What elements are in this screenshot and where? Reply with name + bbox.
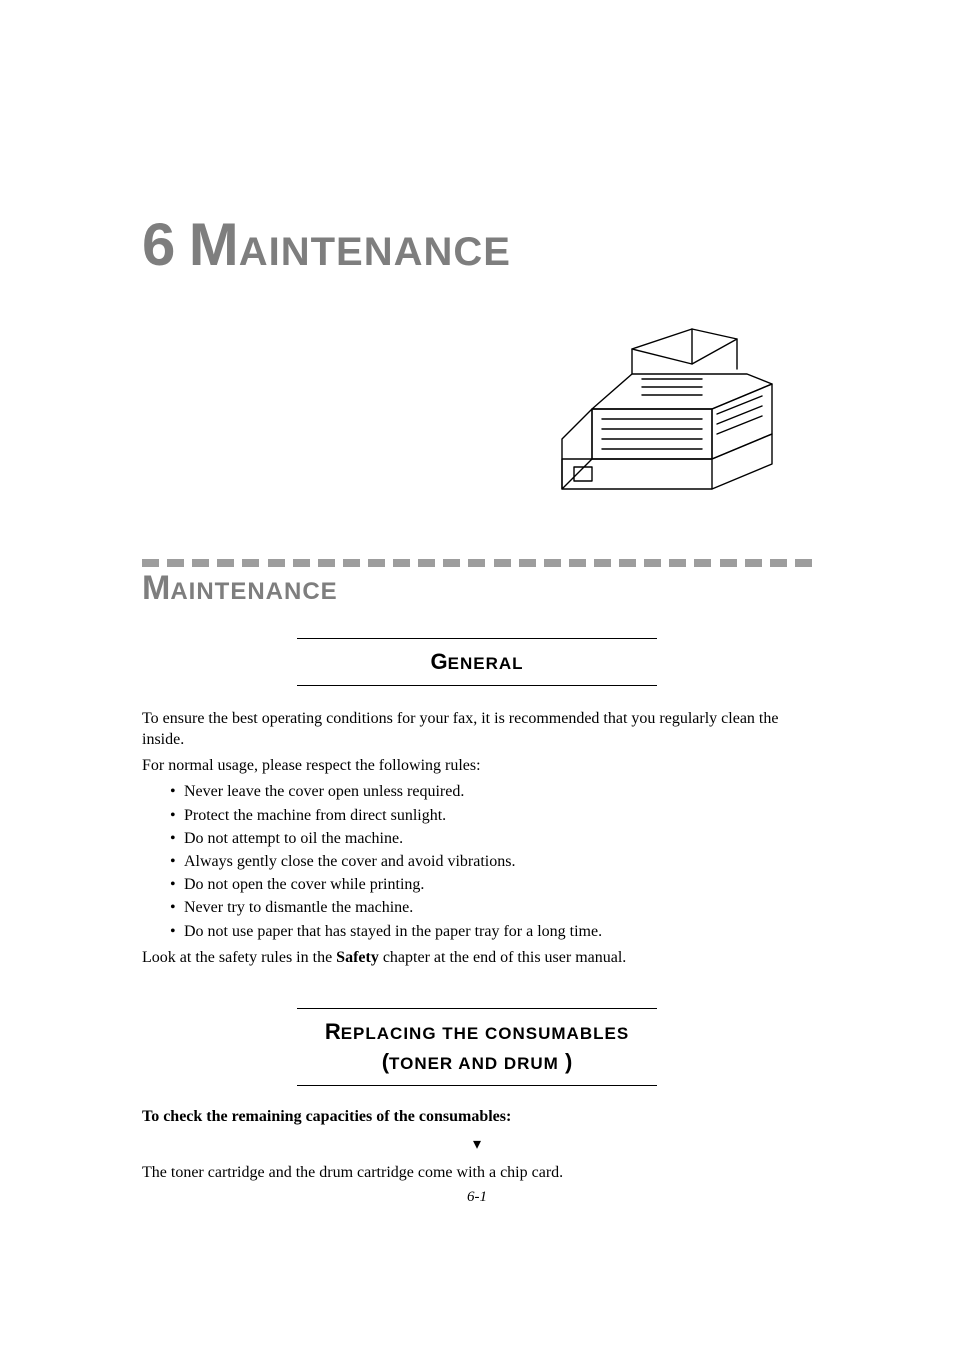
section-rest: AINTENANCE	[170, 578, 337, 605]
subsection-general-rest: ENERAL	[448, 654, 524, 673]
dash-icon	[242, 559, 259, 567]
dash-icon	[594, 559, 611, 567]
replacing-body: The toner cartridge and the drum cartrid…	[142, 1162, 812, 1184]
dash-icon	[720, 559, 737, 567]
page: 6 MAINTENANCE MAINTENANCE GENERAL To e	[0, 0, 954, 1206]
list-item: Protect the machine from direct sunlight…	[170, 804, 812, 827]
dash-icon	[544, 559, 561, 567]
dash-icon	[142, 559, 159, 567]
dash-icon	[569, 559, 586, 567]
dash-icon	[293, 559, 310, 567]
dash-icon	[268, 559, 285, 567]
dash-icon	[192, 559, 209, 567]
replacing-line2-open: (	[382, 1049, 389, 1074]
dash-icon	[619, 559, 636, 567]
dash-icon	[343, 559, 360, 567]
section-title-maintenance: MAINTENANCE	[142, 569, 812, 608]
dash-icon	[167, 559, 184, 567]
page-number: 6-1	[142, 1189, 812, 1206]
dash-icon	[669, 559, 686, 567]
dash-icon	[795, 559, 812, 567]
dash-icon	[745, 559, 762, 567]
chapter-title: 6 MAINTENANCE	[142, 210, 812, 279]
down-arrow-icon: ▾	[142, 1134, 812, 1154]
general-intro: To ensure the best operating conditions …	[142, 708, 812, 751]
dash-icon	[318, 559, 335, 567]
list-item: Do not use paper that has stayed in the …	[170, 920, 812, 943]
dash-icon	[694, 559, 711, 567]
rules-list: Never leave the cover open unless requir…	[142, 780, 812, 942]
replacing-line1-rest: EPLACING THE CONSUMABLES	[341, 1024, 629, 1043]
dash-icon	[494, 559, 511, 567]
printer-illustration-icon	[532, 319, 812, 529]
dash-icon	[443, 559, 460, 567]
dash-icon	[418, 559, 435, 567]
subsection-replacing: REPLACING THE CONSUMABLES (TONER AND DRU…	[297, 1008, 657, 1085]
subsection-general-initial: G	[430, 649, 447, 674]
dash-icon	[770, 559, 787, 567]
replacing-line2-rest: TONER AND DRUM	[389, 1054, 559, 1073]
list-item: Do not open the cover while printing.	[170, 873, 812, 896]
safety-bold: Safety	[336, 949, 379, 966]
safety-pre: Look at the safety rules in the	[142, 949, 336, 966]
subsection-general: GENERAL	[297, 638, 657, 686]
replacing-check-line: To check the remaining capacities of the…	[142, 1108, 812, 1126]
general-rules-intro: For normal usage, please respect the fol…	[142, 755, 812, 777]
list-item: Always gently close the cover and avoid …	[170, 850, 812, 873]
chapter-initial: M	[189, 211, 239, 278]
list-item: Never try to dismantle the machine.	[170, 896, 812, 919]
safety-post: chapter at the end of this user manual.	[379, 949, 626, 966]
dash-icon	[468, 559, 485, 567]
replacing-line2-close: )	[559, 1049, 572, 1074]
dash-icon	[393, 559, 410, 567]
chapter-number: 6	[142, 211, 175, 278]
dash-icon	[644, 559, 661, 567]
general-safety-note: Look at the safety rules in the Safety c…	[142, 947, 812, 969]
chapter-rest: AINTENANCE	[239, 230, 511, 274]
dash-icon	[368, 559, 385, 567]
dash-icon	[217, 559, 234, 567]
replacing-line1-initial: R	[325, 1019, 341, 1044]
dash-icon	[519, 559, 536, 567]
section-initial: M	[142, 569, 170, 607]
list-item: Never leave the cover open unless requir…	[170, 780, 812, 803]
list-item: Do not attempt to oil the machine.	[170, 827, 812, 850]
separator-dashes	[142, 559, 812, 567]
